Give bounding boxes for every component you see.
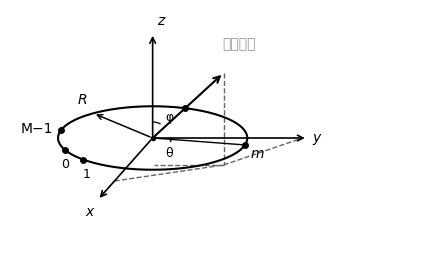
- Text: θ: θ: [166, 147, 173, 160]
- Text: z: z: [157, 14, 164, 28]
- Text: R: R: [77, 93, 87, 107]
- Text: x: x: [86, 205, 94, 219]
- Text: 1: 1: [83, 168, 90, 181]
- Text: y: y: [313, 131, 321, 145]
- Text: m: m: [251, 147, 264, 161]
- Text: M−1: M−1: [21, 122, 53, 136]
- Text: 入射方向: 入射方向: [222, 37, 255, 51]
- Text: φ: φ: [166, 111, 174, 124]
- Text: 0: 0: [61, 158, 69, 171]
